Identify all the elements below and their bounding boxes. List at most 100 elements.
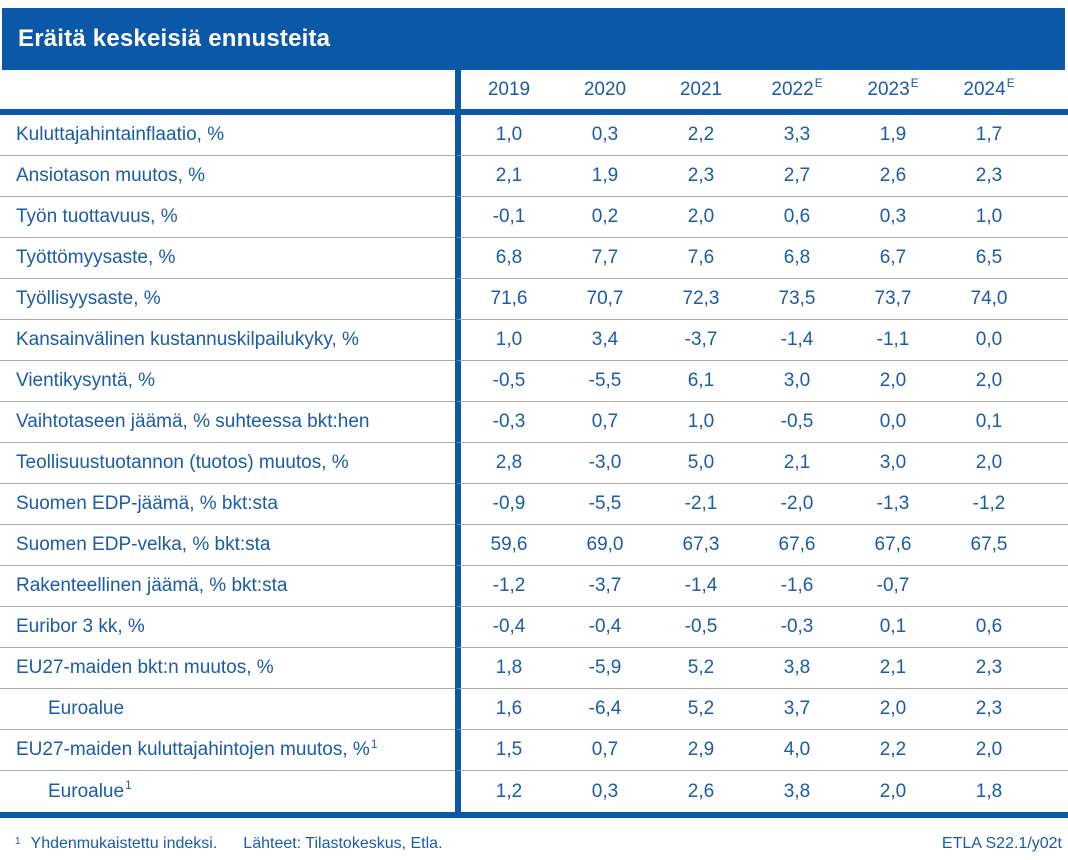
value-cell-2020: 1,9 [591, 165, 619, 186]
value-cell-2021: 2,3 [687, 165, 715, 186]
value-cell-2021: 2,0 [687, 206, 715, 227]
value-cell-2023: 67,6 [874, 534, 912, 555]
table-row: Kansainvälinen kustannuskilpailukyky, % 1… [0, 320, 1068, 361]
value-cell-2024: 1,0 [975, 206, 1003, 227]
value-cell-2024: 1,7 [975, 124, 1003, 145]
table-row: Rakenteellinen jäämä, % bkt:sta -1,2 -3,7 -… [0, 566, 1068, 607]
value-cell-2019: -0,1 [492, 206, 526, 227]
value-cell-2020: 3,4 [591, 329, 619, 350]
value-cell-2020: 0,7 [591, 739, 619, 760]
value-cell-2024: 2,0 [975, 739, 1003, 760]
value-cell-2023: -1,3 [876, 493, 910, 514]
value-cell-2022: 2,1 [783, 452, 811, 473]
row-values: -0,9 -5,5 -2,1 -2,0 -1,3 -1,2 [455, 484, 1068, 525]
row-label: Vientikysyntä, % [0, 361, 455, 402]
value-cell-2021: 2,6 [687, 780, 715, 802]
value-cell-2021: 1,0 [687, 411, 715, 432]
value-cell-2024: 0,6 [975, 616, 1003, 637]
value-cell-2020: -3,7 [588, 575, 622, 596]
value-cell-2019: -0,9 [492, 493, 526, 514]
value-cell-2022: -2,0 [780, 493, 814, 514]
row-label: Ansiotason muutos, % [0, 156, 455, 197]
table-row: Teollisuustuotannon (tuotos) muutos, % 2,… [0, 443, 1068, 484]
title-banner: Eräitä keskeisiä ennusteita [2, 8, 1065, 70]
value-cell-2020: 0,2 [591, 206, 619, 227]
column-header-2022: 2022 E [771, 77, 823, 100]
value-cell-2019: 1,2 [495, 780, 523, 802]
value-cell-2019: 1,8 [495, 657, 523, 678]
value-cell-2024: 0,1 [975, 411, 1003, 432]
value-cell-2023: 2,0 [879, 780, 907, 802]
value-cell-2022: -0,5 [780, 411, 814, 432]
value-cell-2022: 3,8 [783, 657, 811, 678]
column-header-2019: 2019 [487, 78, 531, 100]
value-cell-2019: -0,5 [492, 370, 526, 391]
value-cell-2020: 70,7 [586, 288, 624, 309]
row-label: Rakenteellinen jäämä, % bkt:sta [0, 566, 455, 607]
value-cell-2024: 1,8 [975, 780, 1003, 802]
value-cell-2021: -3,7 [684, 329, 718, 350]
value-cell-2019: 1,0 [495, 329, 523, 350]
row-label: Kuluttajahintainflaatio, % [0, 115, 455, 156]
value-cell-2019: 6,8 [495, 247, 523, 268]
value-cell-2020: 0,3 [591, 780, 619, 802]
row-values: 1,8 -5,9 5,2 3,8 2,1 2,3 [455, 648, 1068, 689]
value-cell-2022: -1,6 [780, 575, 814, 596]
row-label: Vaihtotaseen jäämä, % suhteessa bkt:hen [0, 402, 455, 443]
table-row: EU27-maiden kuluttajahintojen muutos, % 1… [0, 730, 1068, 771]
row-values: 71,6 70,7 72,3 73,5 73,7 74,0 [455, 279, 1068, 320]
row-label: Kansainvälinen kustannuskilpailukyky, % [0, 320, 455, 361]
value-cell-2024: 2,0 [975, 370, 1003, 391]
value-cell-2023: 1,9 [879, 124, 907, 145]
value-cell-2020: -0,4 [588, 616, 622, 637]
row-label: EU27-maiden kuluttajahintojen muutos, % 1 [0, 730, 455, 771]
row-values: 6,8 7,7 7,6 6,8 6,7 6,5 [455, 238, 1068, 279]
table-row: EU27-maiden bkt:n muutos, % 1,8 -5,9 5,2 3,8… [0, 648, 1068, 689]
row-label: Suomen EDP-jäämä, % bkt:sta [0, 484, 455, 525]
value-cell-2021: 5,2 [687, 698, 715, 719]
row-values: 2,1 1,9 2,3 2,7 2,6 2,3 [455, 156, 1068, 197]
value-cell-2020: -5,5 [588, 370, 622, 391]
row-values: -0,5 -5,5 6,1 3,0 2,0 2,0 [455, 361, 1068, 402]
column-header-2024: 2024 E [963, 77, 1015, 100]
value-cell-2021: 72,3 [682, 288, 720, 309]
value-cell-2019: -1,2 [492, 575, 526, 596]
row-values: -1,2 -3,7 -1,4 -1,6 -0,7 [455, 566, 1068, 607]
column-header-2021: 2021 [679, 78, 723, 100]
table-row: Euribor 3 kk, % -0,4 -0,4 -0,5 -0,3 0,1 0,6 [0, 607, 1068, 648]
table-body: Kuluttajahintainflaatio, % 1,0 0,3 2,2 3,3 1,… [0, 115, 1068, 812]
row-values: 1,2 0,3 2,6 3,8 2,0 1,8 [455, 771, 1068, 812]
value-cell-2024: 2,3 [975, 698, 1003, 719]
row-values: 1,6 -6,4 5,2 3,7 2,0 2,3 [455, 689, 1068, 730]
value-cell-2021: -0,5 [684, 616, 718, 637]
row-values: -0,3 0,7 1,0 -0,5 0,0 0,1 [455, 402, 1068, 443]
value-cell-2020: 0,3 [591, 124, 619, 145]
value-cell-2022: -0,3 [780, 616, 814, 637]
value-cell-2024: 2,0 [975, 452, 1003, 473]
value-cell-2023: 3,0 [879, 452, 907, 473]
row-label: EU27-maiden bkt:n muutos, % [0, 648, 455, 689]
value-cell-2023: 6,7 [879, 247, 907, 268]
value-cell-2022: 2,7 [783, 165, 811, 186]
header-label-spacer [0, 70, 455, 109]
value-cell-2020: 0,7 [591, 411, 619, 432]
table-row: Ansiotason muutos, % 2,1 1,9 2,3 2,7 2,6 2,3 [0, 156, 1068, 197]
value-cell-2019: 2,8 [495, 452, 523, 473]
row-label: Työllisyysaste, % [0, 279, 455, 320]
value-cell-2020: 69,0 [586, 534, 624, 555]
value-cell-2021: 67,3 [682, 534, 720, 555]
row-label: Euroalue [0, 689, 455, 730]
row-values: -0,4 -0,4 -0,5 -0,3 0,1 0,6 [455, 607, 1068, 648]
value-cell-2019: 1,0 [495, 124, 523, 145]
value-cell-2021: 5,2 [687, 657, 715, 678]
value-cell-2023: 2,0 [879, 370, 907, 391]
table-footer: 1 Yhdenmukaistettu indeksi. Lähteet: Til… [0, 830, 1068, 858]
row-values: 59,6 69,0 67,3 67,6 67,6 67,5 [455, 525, 1068, 566]
table-row: Suomen EDP-velka, % bkt:sta 59,6 69,0 67,3 6… [0, 525, 1068, 566]
row-label: Suomen EDP-velka, % bkt:sta [0, 525, 455, 566]
table-row: Kuluttajahintainflaatio, % 1,0 0,3 2,2 3,3 1,… [0, 115, 1068, 156]
value-cell-2024: 67,5 [970, 534, 1008, 555]
year-header-cells: 2019 2020 2021 2022 E 2023 E 2024 E [455, 70, 1068, 109]
value-cell-2024: 6,5 [975, 247, 1003, 268]
value-cell-2022: 0,6 [783, 206, 811, 227]
